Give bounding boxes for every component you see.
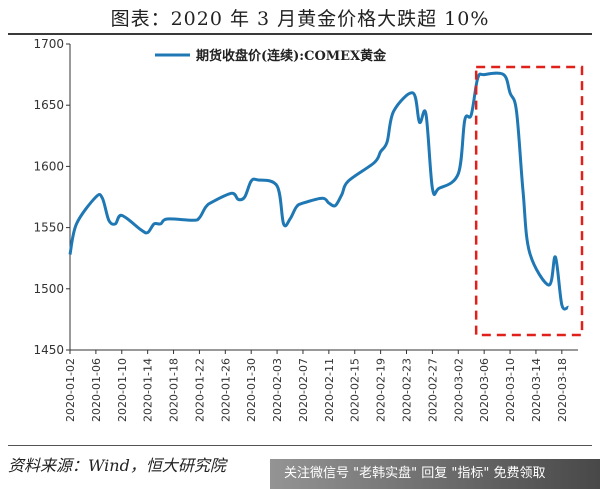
x-tick-label: 2020-01-18 (168, 358, 181, 422)
x-tick-label: 2020-01-26 (219, 358, 232, 422)
legend-label: 期货收盘价(连续):COMEX黄金 (196, 48, 387, 64)
x-tick-label: 2020-03-14 (530, 358, 543, 422)
wechat-watermark: 关注微信号 "老韩实盘" 回复 "指标" 免费领取 (270, 459, 600, 489)
x-tick-label: 2020-03-02 (452, 358, 465, 422)
chart-axes (69, 44, 578, 351)
y-tick-label: 1500 (33, 282, 64, 296)
source-note: 资料来源：Wind，恒大研究院 (8, 456, 226, 475)
title-divider (8, 33, 592, 35)
x-tick-label: 2020-01-14 (142, 358, 155, 422)
y-tick-label: 1700 (33, 37, 64, 51)
chart-legend: 期货收盘价(连续):COMEX黄金 (155, 48, 387, 64)
x-tick-label: 2020-03-18 (556, 358, 569, 422)
x-tick-label: 2020-01-30 (245, 358, 258, 422)
x-tick-label: 2020-02-11 (323, 358, 336, 422)
y-tick-label: 1600 (33, 159, 64, 173)
x-axis-ticks: 2020-01-02 2020-01-06 2020-01-10 2020-01-14… (64, 350, 569, 422)
x-tick-label: 2020-01-10 (116, 358, 129, 422)
x-tick-label: 2020-02-27 (426, 358, 439, 422)
x-tick-label: 2020-02-23 (401, 358, 414, 422)
x-tick-label: 2020-02-07 (297, 358, 310, 422)
y-tick-label: 1650 (33, 98, 64, 112)
series-line-comex-gold (68, 71, 569, 311)
highlight-box (474, 65, 584, 337)
x-tick-label: 2020-01-06 (90, 358, 103, 422)
x-tick-label: 2020-02-19 (375, 358, 388, 422)
y-tick-label: 1550 (33, 221, 64, 235)
y-tick-label: 1450 (33, 343, 64, 357)
x-tick-label: 2020-01-22 (193, 358, 206, 422)
x-tick-label: 2020-03-10 (504, 358, 517, 422)
y-axis-ticks: 1450 1500 1550 1600 1650 1700 (33, 37, 70, 357)
chart-title: 图表：2020 年 3 月黄金价格大跌超 10% (110, 8, 490, 30)
x-tick-label: 2020-02-03 (271, 358, 284, 422)
series-layer (68, 71, 569, 311)
x-tick-label: 2020-01-02 (64, 358, 77, 422)
x-tick-label: 2020-02-15 (349, 358, 362, 422)
footer-divider (8, 445, 592, 446)
x-tick-label: 2020-03-06 (478, 358, 491, 422)
